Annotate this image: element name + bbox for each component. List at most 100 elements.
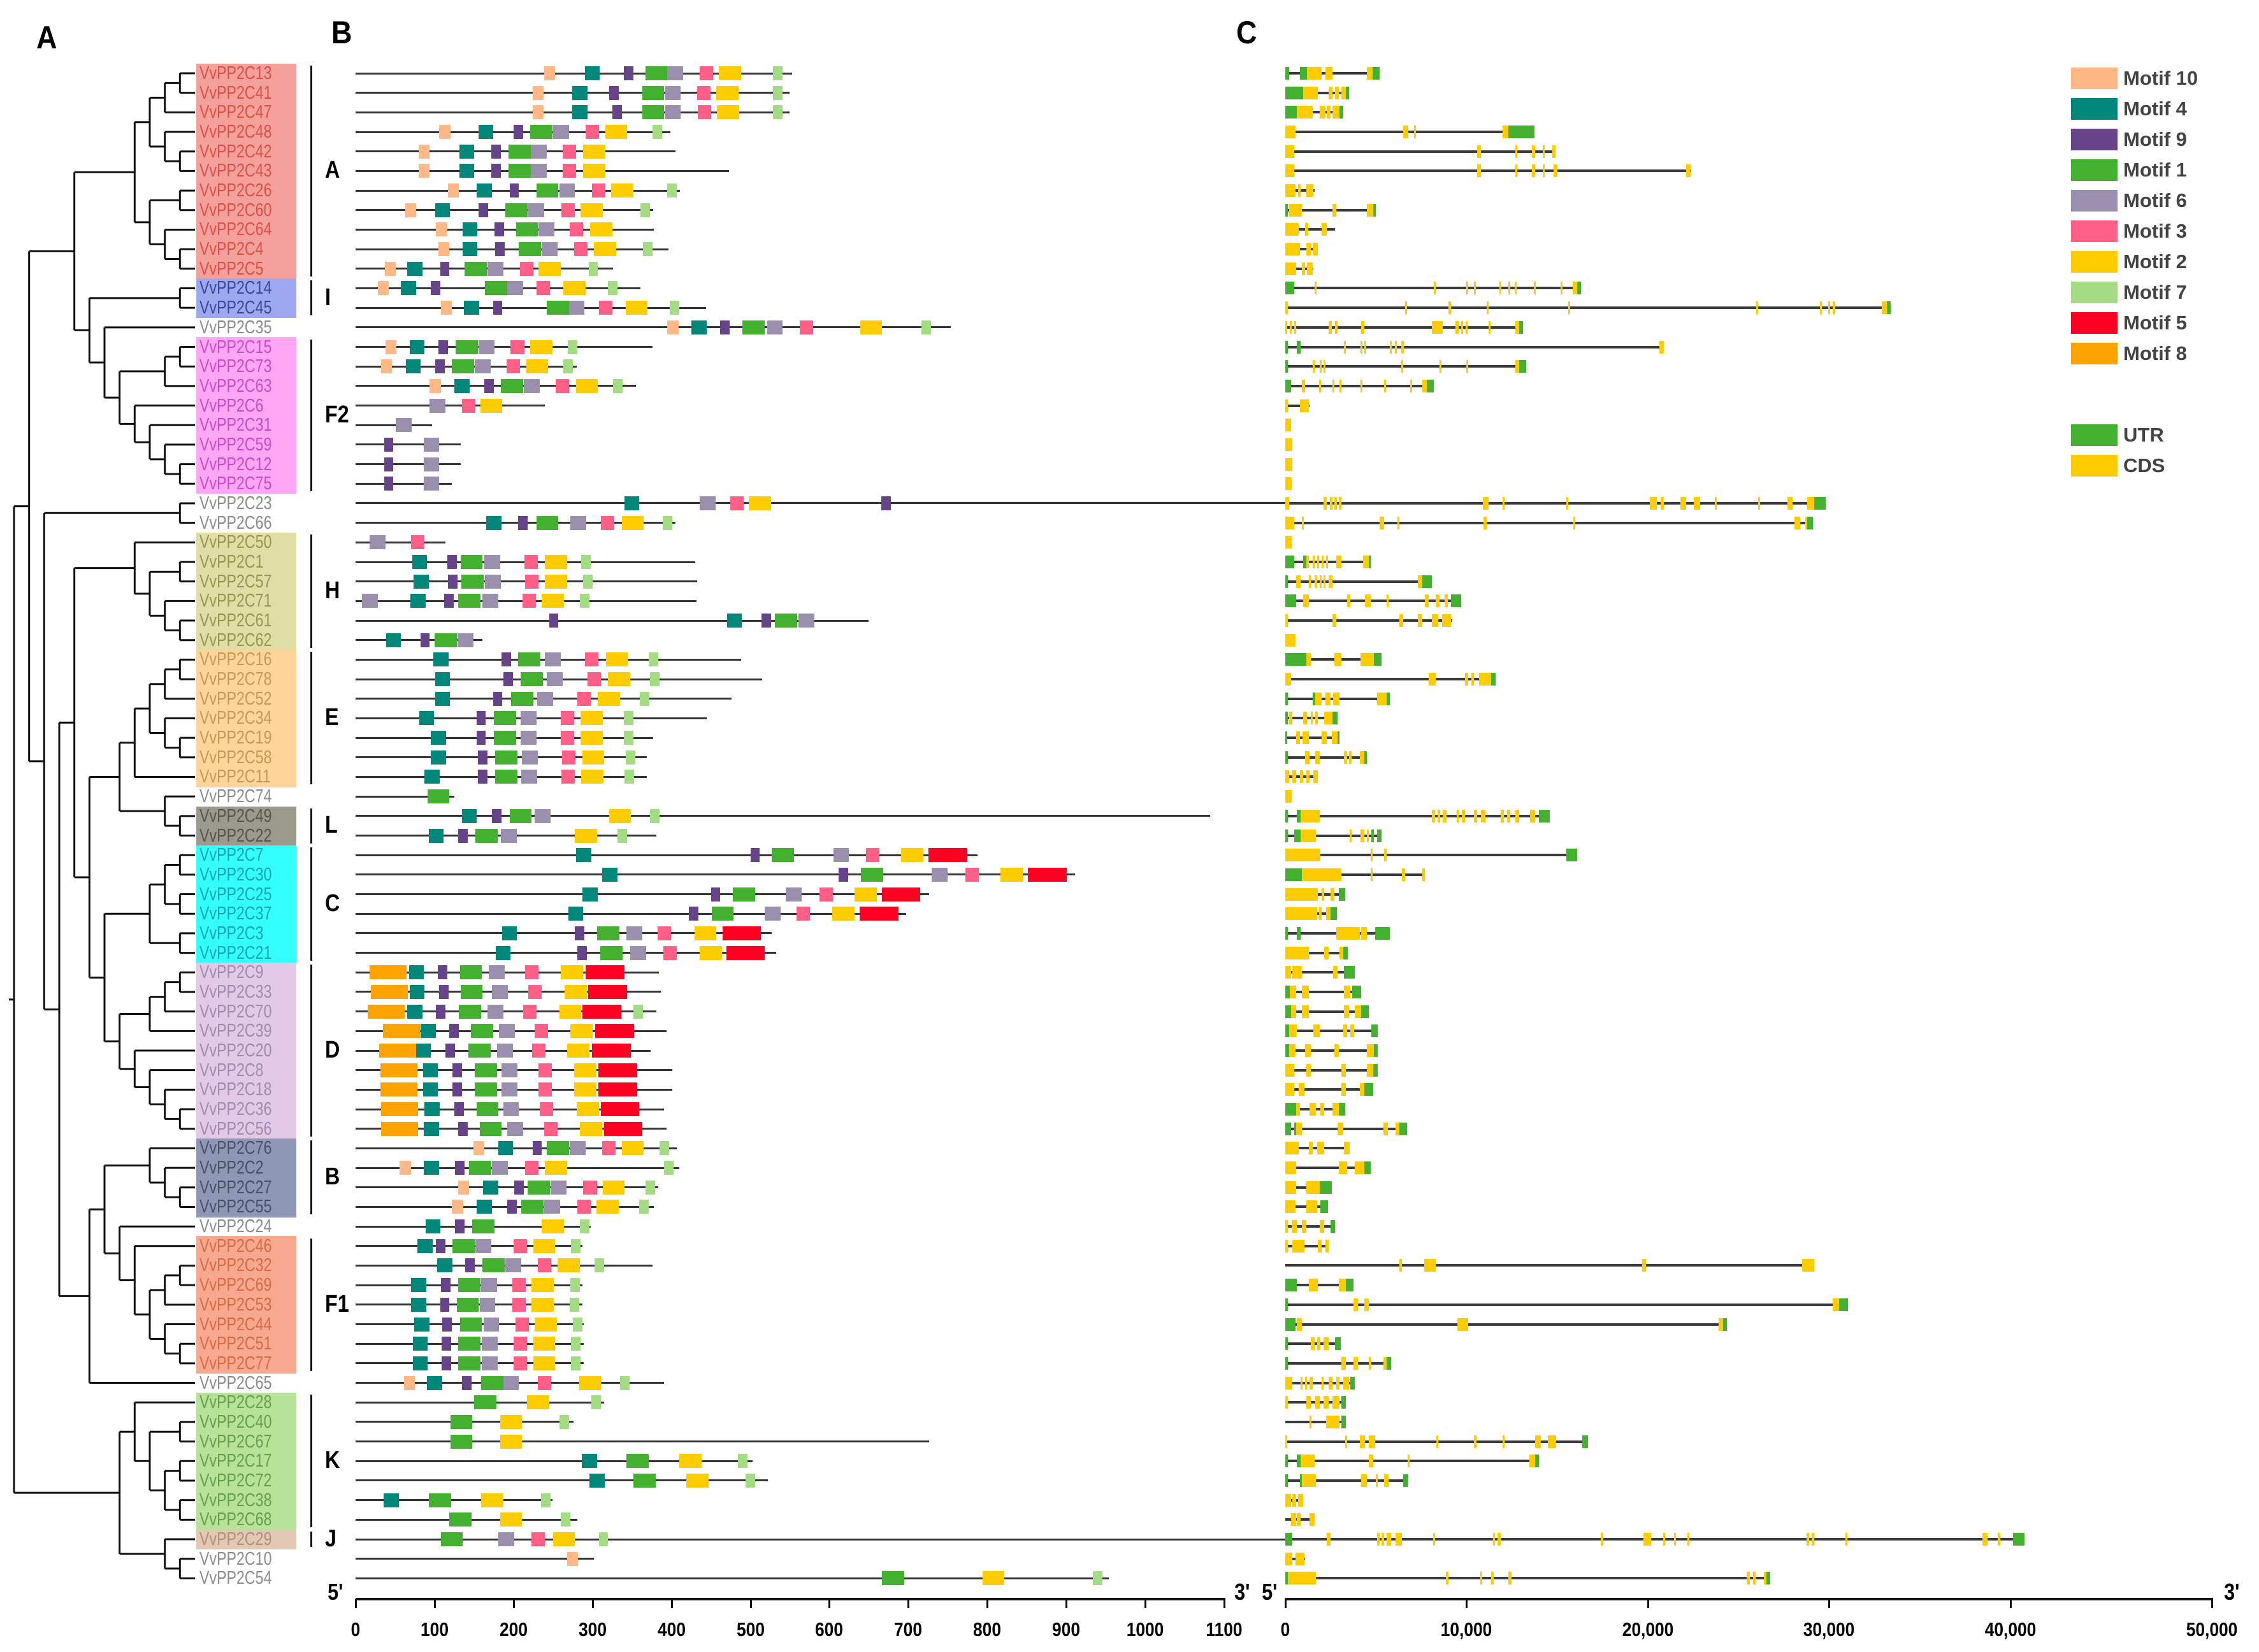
- intron-line: [1285, 1244, 1329, 1247]
- motif-2-box: [480, 398, 503, 413]
- motif-2-box: [552, 1532, 575, 1546]
- axis-c-tick: [2211, 1599, 2213, 1608]
- motif-1-box: [481, 1375, 503, 1390]
- gene-label-bg: [196, 943, 296, 963]
- motif-1-box: [452, 1239, 475, 1253]
- motif-6-box: [542, 242, 558, 257]
- motif-8-box: [380, 1082, 418, 1097]
- panel-label-b: B: [331, 15, 352, 50]
- axis-c-3prime: 3': [2224, 1579, 2240, 1605]
- utr-block: [1299, 67, 1308, 80]
- axis-b-tick-label: 100: [420, 1618, 449, 1641]
- cds-block: [1508, 282, 1510, 295]
- cds-block: [1313, 770, 1318, 784]
- cds-block: [1285, 1376, 1293, 1390]
- motif-6-box: [485, 574, 501, 589]
- motif-6-box: [833, 848, 849, 863]
- utr-block: [1285, 1279, 1297, 1292]
- motif-3-box: [561, 750, 576, 765]
- cds-block: [1787, 496, 1793, 510]
- cds-block: [1290, 1005, 1297, 1018]
- motif-7-box: [588, 261, 598, 276]
- motif-3-box: [507, 359, 521, 374]
- motif-2-box: [558, 1258, 580, 1273]
- motif-9-box: [688, 907, 698, 921]
- cds-block: [1336, 926, 1360, 940]
- cds-block: [1321, 731, 1327, 745]
- cds-block: [1381, 1533, 1384, 1546]
- cds-block: [1365, 594, 1371, 608]
- cds-block: [1457, 1318, 1469, 1331]
- motif-2-box: [500, 1512, 523, 1527]
- motif-2-box: [559, 1004, 582, 1019]
- utr-block: [1372, 67, 1380, 80]
- motif-10-box: [458, 1180, 470, 1195]
- cds-block: [1306, 1181, 1320, 1194]
- utr-block: [1374, 1044, 1378, 1057]
- intron-line: [1285, 1284, 1353, 1287]
- cds-block: [1413, 126, 1416, 139]
- motif-2-box: [574, 1063, 596, 1077]
- motif-3-box: [563, 144, 577, 159]
- cds-block: [1353, 1298, 1358, 1311]
- cds-block: [1285, 966, 1291, 979]
- utr-block: [1343, 946, 1348, 959]
- intron-line: [1285, 1479, 1409, 1482]
- motif-4-box: [407, 261, 422, 276]
- cds-block: [1308, 575, 1311, 588]
- motif-3-box: [570, 222, 584, 237]
- cds-block: [1477, 164, 1482, 178]
- motif-6-box: [568, 301, 585, 315]
- legend-label: Motif 3: [2123, 220, 2187, 242]
- motif-1-box: [479, 1121, 502, 1136]
- intron-line: [1285, 1577, 1770, 1580]
- motif-1-box: [742, 320, 765, 334]
- cds-block: [1285, 1239, 1288, 1253]
- cds-block: [1321, 887, 1325, 901]
- gene-label-bg: [196, 1119, 296, 1139]
- motif-3-box: [512, 1278, 526, 1293]
- motif-9-box: [458, 1121, 468, 1136]
- motif-2-box: [545, 574, 568, 589]
- protein-line: [356, 463, 461, 466]
- cds-block: [1297, 106, 1313, 119]
- motif-1-box: [429, 1493, 451, 1507]
- cds-block: [1533, 282, 1536, 295]
- gene-label-bg: [196, 1060, 296, 1081]
- cds-block: [1642, 1259, 1646, 1272]
- cds-block: [1306, 1063, 1311, 1077]
- cds-block: [1285, 1435, 1287, 1448]
- cds-block: [1335, 86, 1339, 99]
- protein-line: [356, 854, 978, 856]
- motif-5-box: [598, 1082, 637, 1097]
- protein-line: [356, 1440, 929, 1443]
- cds-block: [1600, 1533, 1604, 1546]
- gene-label-bg: [196, 903, 296, 924]
- motif-7-box: [620, 1375, 630, 1390]
- cds-block: [1308, 1279, 1318, 1292]
- motif-6-box: [559, 183, 575, 198]
- cds-block: [1687, 1533, 1690, 1546]
- cds-block: [1303, 86, 1318, 99]
- motif-10-box: [438, 242, 450, 257]
- subfamily-bracket: [310, 339, 312, 492]
- intron-line: [1285, 1323, 1727, 1326]
- cds-block: [1424, 594, 1429, 608]
- utr-block: [1285, 1005, 1291, 1018]
- motif-6-box: [521, 770, 537, 784]
- motif-1-box: [493, 711, 516, 726]
- motif-6-box: [492, 984, 509, 999]
- intron-line: [1285, 814, 1550, 817]
- intron-line: [1285, 365, 1527, 368]
- cds-block: [1325, 907, 1331, 921]
- motif-1-box: [733, 887, 755, 901]
- motif-6-box: [665, 85, 681, 100]
- gene-label-bg: [196, 923, 296, 944]
- cds-block: [1436, 594, 1440, 608]
- cds-block: [1312, 360, 1315, 373]
- motif-3-box: [524, 1161, 538, 1175]
- motif-4-box: [568, 907, 584, 921]
- cds-block: [1828, 301, 1830, 315]
- cds-block: [1285, 223, 1299, 236]
- protein-line: [356, 639, 483, 642]
